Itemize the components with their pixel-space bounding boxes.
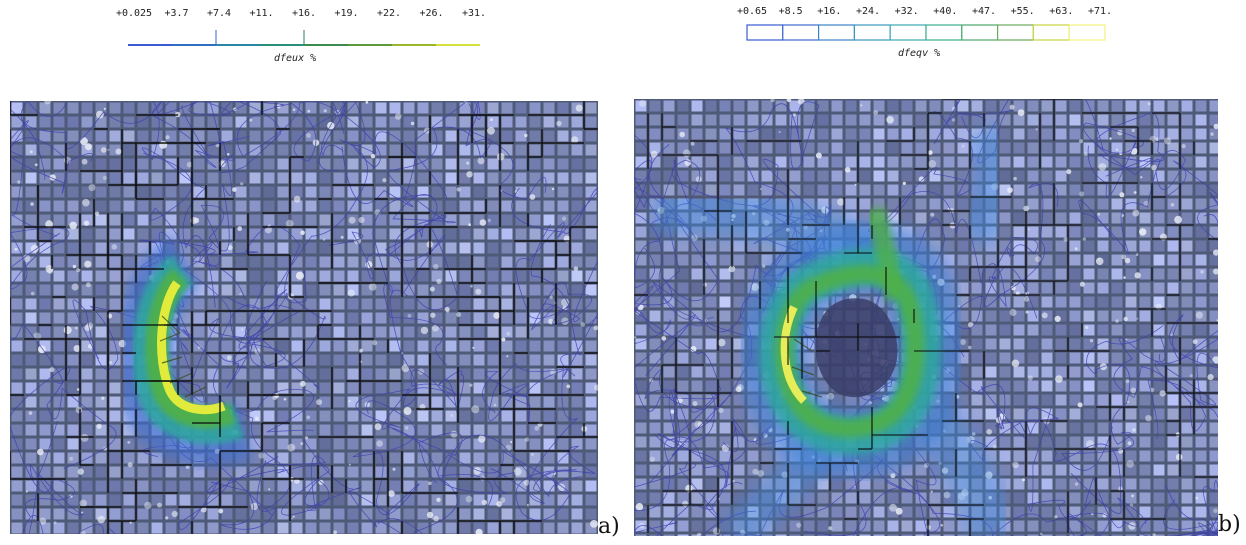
colorbar-right-ticks: +0.65 +8.5 +16. +24. +32. +40. +47. +55. +63. +71… <box>737 6 1112 18</box>
colorbar-left-tick-label: +16. <box>291 8 317 19</box>
colorbar-left: +0.025 +3.7 +7.4 +11. +16. +19. +22. +26. +31. d… <box>116 6 486 66</box>
colorbar-right-swatch <box>746 24 784 41</box>
colorbar-left-swatch <box>260 44 305 46</box>
colorbar-right-tick-label: +24. <box>855 6 881 17</box>
colorbar-left-swatch <box>436 44 480 46</box>
colorbar-left-tick-label: +0.025 <box>115 8 153 19</box>
colorbar-right-scale <box>746 24 1106 41</box>
colorbar-right-variable-label: dfeqv % <box>898 48 941 59</box>
colorbar-left-scale <box>128 30 480 46</box>
contour-lines <box>634 99 1218 536</box>
colorbar-left-swatch <box>304 44 349 46</box>
colorbar-left-swatch <box>172 44 217 46</box>
colorbar-left-tick-label: +11. <box>249 8 274 19</box>
colorbar-right-swatch <box>853 24 891 41</box>
colorbar-right-tick-label: +47. <box>971 6 997 17</box>
colorbar-right-tick-label: +32. <box>894 6 919 17</box>
colorbar-right-tick-label: +63. <box>1049 6 1074 17</box>
colorbar-right-swatch <box>1032 24 1070 41</box>
panel-label-b: b) <box>1218 512 1241 537</box>
colorbar-left-tick-label: +19. <box>334 8 359 19</box>
right-contour-panel <box>634 99 1218 536</box>
colorbar-left-tick-label: +3.7 <box>164 8 189 19</box>
colorbar-right-tick-label: +16. <box>817 6 842 17</box>
colorbar-left-swatch <box>348 44 393 46</box>
element-edges <box>10 101 598 534</box>
colorbar-right-swatch <box>961 24 999 41</box>
colorbar-right-tick-label: +40. <box>933 6 958 17</box>
colorbar-left-variable-label: dfeux % <box>274 53 317 64</box>
colorbar-left-swatch <box>392 44 437 46</box>
left-contour-panel <box>10 101 598 534</box>
colorbar-right-swatch <box>1068 24 1106 41</box>
colorbar-right-swatch <box>925 24 963 41</box>
colorbar-left-tick-label: +7.4 <box>206 8 232 19</box>
colorbar-right-swatch <box>889 24 927 41</box>
colorbar-left-tick-label: +26. <box>419 8 444 19</box>
colorbar-left-ticks: +0.025 +3.7 +7.4 +11. +16. +19. +22. +26. +31. <box>116 8 486 20</box>
colorbar-right: +0.65 +8.5 +16. +24. +32. +40. +47. +55. +63. +71… <box>737 4 1112 66</box>
colorbar-right-swatch <box>817 24 855 41</box>
colorbar-right-tick-label: +55. <box>1010 6 1035 17</box>
colorbar-left-tick-label: +31. <box>461 8 487 19</box>
colorbar-right-tick-label: +8.5 <box>778 6 803 17</box>
colorbar-left-tick-label: +22. <box>376 8 402 19</box>
colorbar-left-swatch <box>216 44 261 46</box>
colorbar-right-swatch <box>997 24 1035 41</box>
colorbar-left-swatch <box>128 44 173 46</box>
colorbar-right-tick-label: +0.65 <box>736 6 768 17</box>
element-edges <box>634 99 1218 536</box>
colorbar-right-tick-label: +71. <box>1087 6 1113 17</box>
strain-band-ring <box>653 120 1019 536</box>
colorbar-right-swatch <box>782 24 820 41</box>
strain-band-crescent <box>114 234 254 466</box>
panel-label-a: a) <box>598 514 620 539</box>
